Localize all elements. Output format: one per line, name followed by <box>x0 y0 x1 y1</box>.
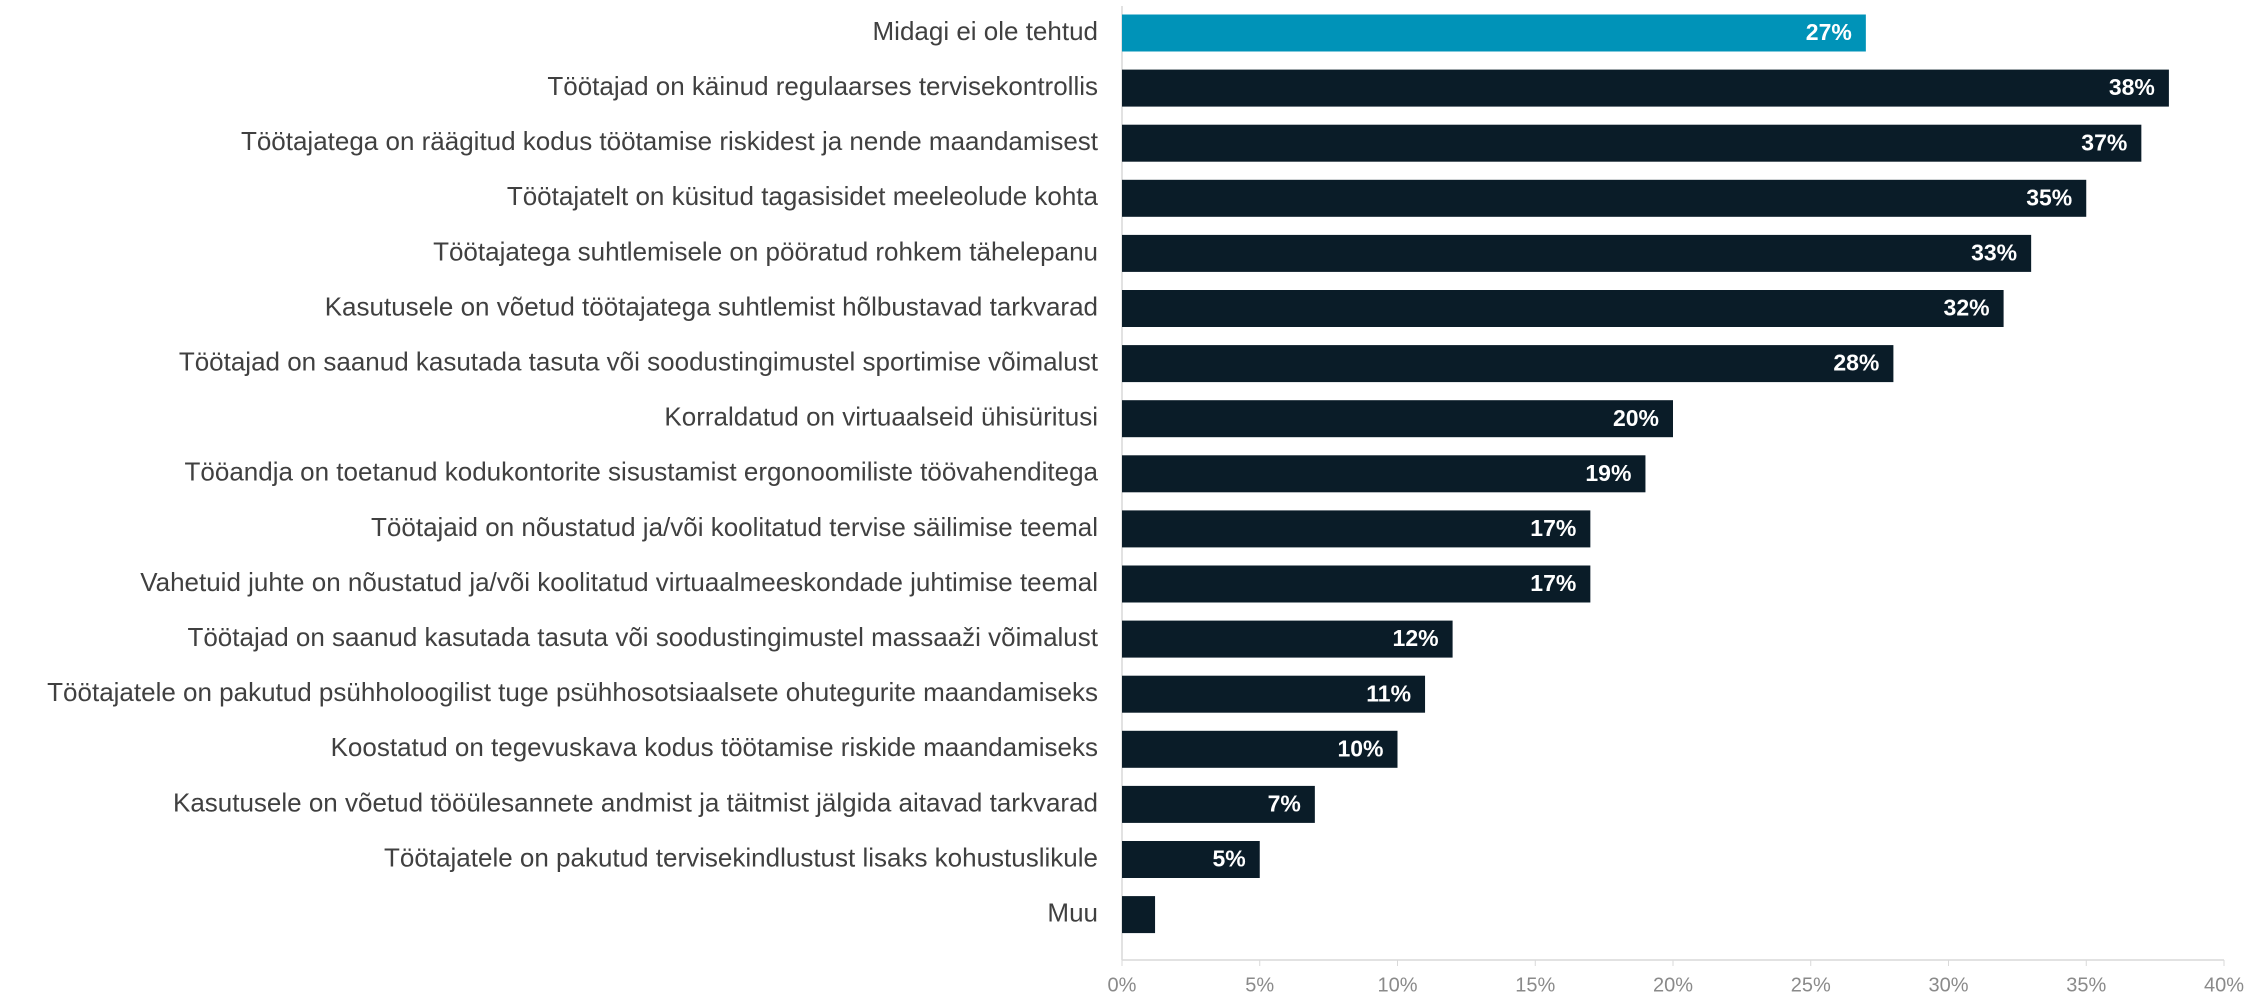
category-label: Töötajad on käinud regulaarses terviseko… <box>547 71 1098 101</box>
value-label: 12% <box>1393 625 1439 651</box>
value-label: 11% <box>1366 680 1411 706</box>
bar <box>1122 675 1426 713</box>
bar <box>1122 400 1673 438</box>
category-label: Muu <box>1047 897 1098 927</box>
x-tick-label: 5% <box>1245 974 1274 994</box>
value-label: 17% <box>1530 570 1576 596</box>
value-label: 5% <box>1213 846 1246 872</box>
category-label: Töötajatelt on küsitud tagasisidet meele… <box>507 181 1099 211</box>
value-label: 17% <box>1530 515 1576 541</box>
bar <box>1122 620 1453 658</box>
value-label: 33% <box>1971 239 2017 265</box>
category-label: Tööandja on toetanud kodukontorite sisus… <box>185 457 1099 487</box>
category-label: Korraldatud on virtuaalseid ühisüritusi <box>664 402 1098 432</box>
bar <box>1122 896 1156 934</box>
bar <box>1122 234 2032 272</box>
category-label: Töötajatele on pakutud tervisekindlustus… <box>384 842 1098 872</box>
category-label: Kasutusele on võetud tööülesannete andmi… <box>173 787 1098 817</box>
category-label: Midagi ei ole tehtud <box>873 16 1098 46</box>
value-label: 7% <box>1268 790 1301 816</box>
value-label: 10% <box>1337 735 1383 761</box>
bar <box>1122 510 1591 548</box>
value-label: 35% <box>2026 184 2072 210</box>
category-label: Koostatud on tegevuskava kodus töötamise… <box>331 732 1098 762</box>
bar <box>1122 14 1866 52</box>
category-label: Kasutusele on võetud töötajatega suhtlem… <box>325 291 1098 321</box>
x-tick-label: 0% <box>1108 974 1137 994</box>
value-label: 19% <box>1585 460 1631 486</box>
category-label: Töötajatele on pakutud psühholoogilist t… <box>47 677 1098 707</box>
value-label: 38% <box>2109 74 2155 100</box>
x-tick-label: 10% <box>1377 974 1417 994</box>
x-tick-label: 25% <box>1791 974 1831 994</box>
value-label: 28% <box>1833 350 1879 376</box>
x-tick-label: 30% <box>1928 974 1968 994</box>
value-label: 37% <box>2081 129 2127 155</box>
value-label: 32% <box>1944 295 1990 321</box>
value-label: 27% <box>1806 19 1852 45</box>
bar <box>1122 730 1398 768</box>
bar <box>1122 179 2087 217</box>
category-label: Töötajatega suhtlemisele on pööratud roh… <box>433 236 1098 266</box>
bar <box>1122 841 1260 878</box>
bar <box>1122 345 1894 383</box>
category-label: Töötajad on saanud kasutada tasuta või s… <box>187 622 1098 652</box>
bar <box>1122 124 2142 162</box>
x-tick-label: 40% <box>2204 974 2244 994</box>
category-label: Vahetuid juhte on nõustatud ja/või kooli… <box>140 567 1098 597</box>
category-label: Töötajatega on räägitud kodus töötamise … <box>241 126 1099 156</box>
category-label: Töötajad on saanud kasutada tasuta või s… <box>179 346 1099 376</box>
value-label: 20% <box>1613 405 1659 431</box>
bar <box>1122 785 1315 823</box>
category-label: Töötajaid on nõustatud ja/või koolitatud… <box>371 512 1098 542</box>
x-tick-label: 35% <box>2066 974 2106 994</box>
bar <box>1122 455 1646 493</box>
x-tick-label: 20% <box>1653 974 1693 994</box>
bar <box>1122 290 2004 327</box>
bar <box>1122 69 2169 107</box>
x-tick-label: 15% <box>1515 974 1555 994</box>
bar <box>1122 565 1591 603</box>
